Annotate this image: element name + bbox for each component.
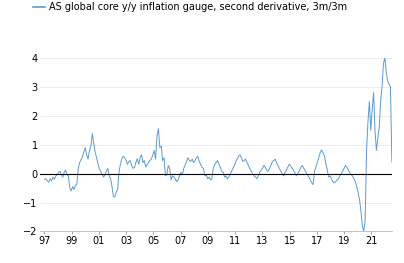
Legend: AS global core y/y inflation gauge, second derivative, 3m/3m: AS global core y/y inflation gauge, seco… [34, 2, 347, 12]
